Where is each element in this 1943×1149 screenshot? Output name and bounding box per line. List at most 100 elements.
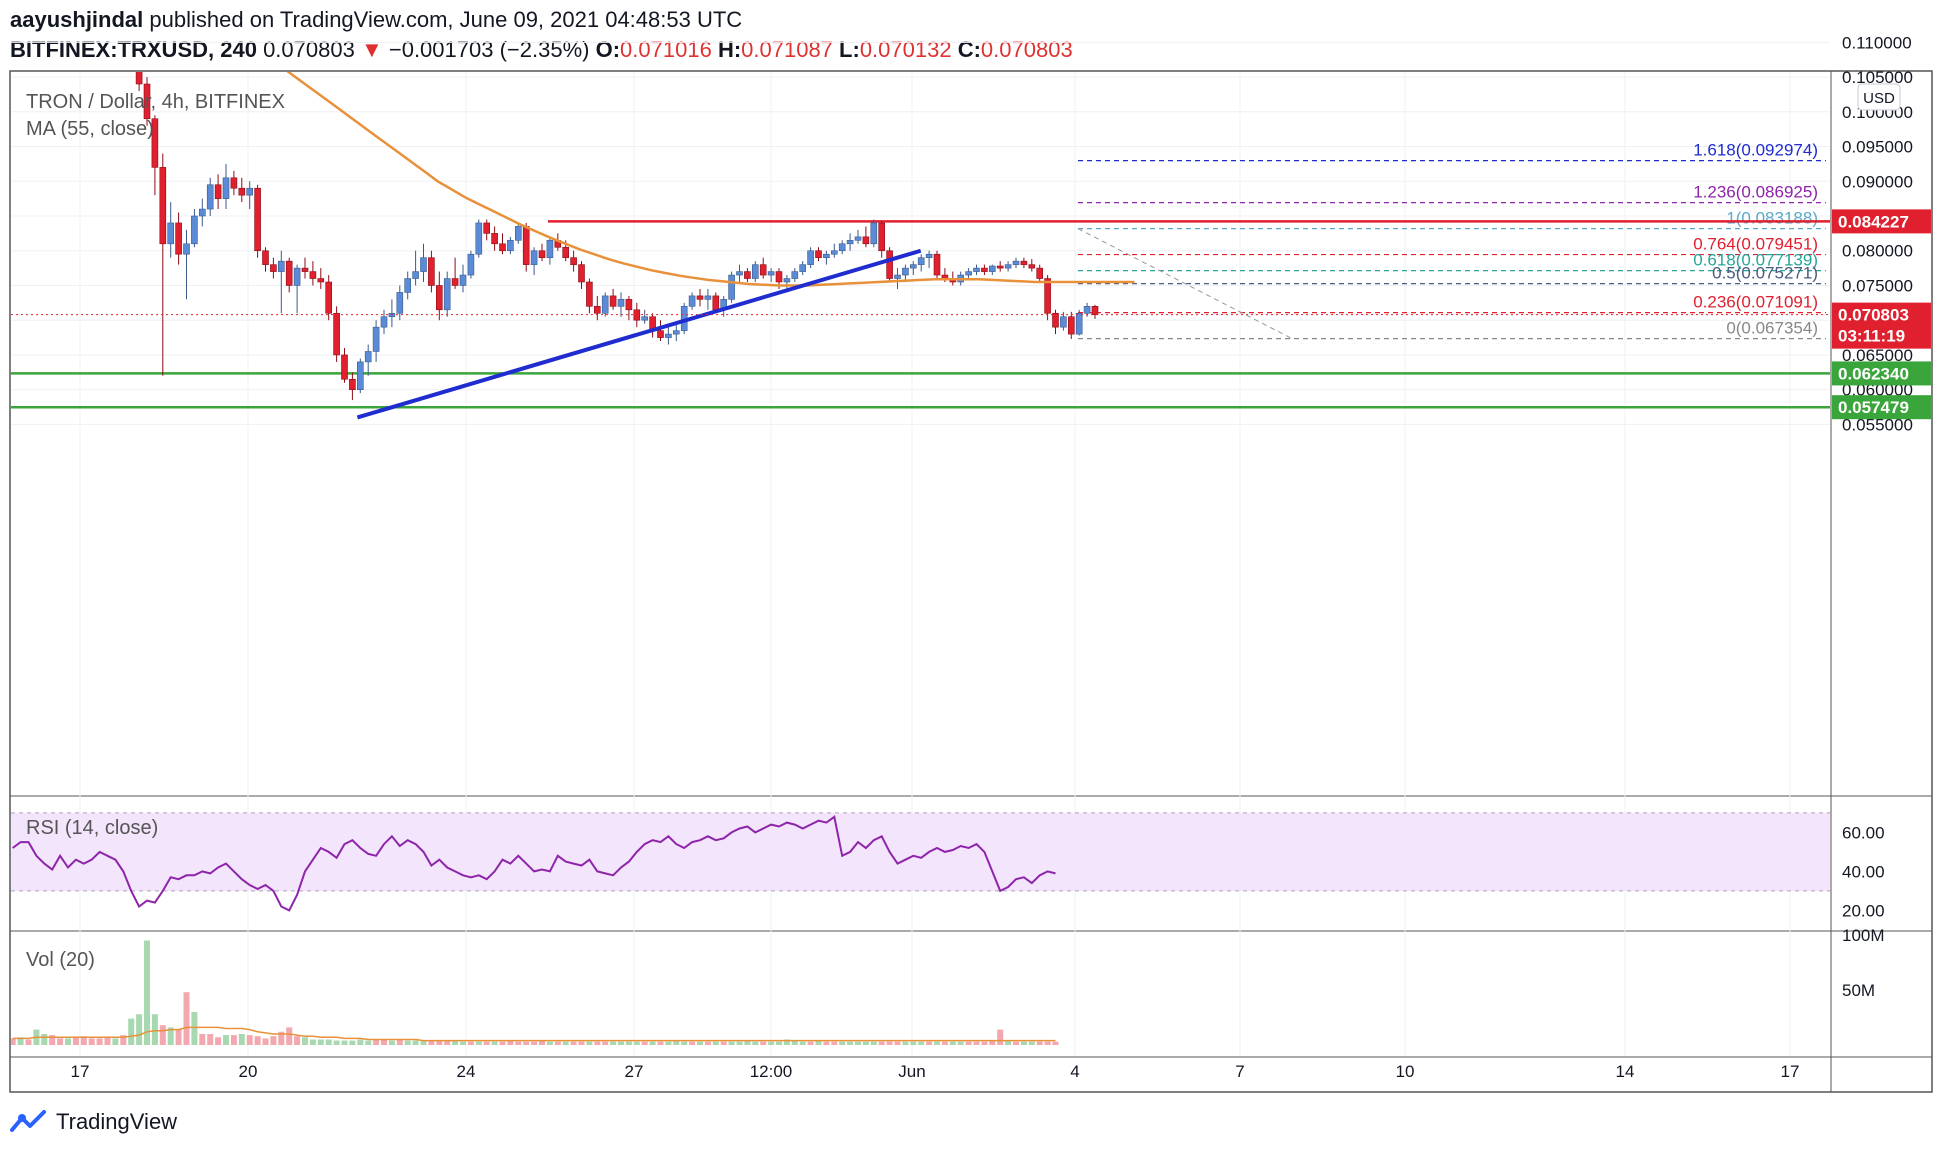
rsi-band [11,812,1830,892]
volume-bar [25,1039,32,1045]
candle-body [372,326,380,352]
candle-body [688,295,696,307]
candle-body [435,285,443,311]
volume-bar [357,1039,364,1045]
candle-body [475,222,483,255]
candle-body [459,274,467,286]
candle-body [696,295,704,300]
candle-body [751,264,759,279]
volume-bar [286,1027,293,1045]
volume-bar [159,1025,166,1045]
volume-bar [823,1041,830,1045]
candle-body [451,278,459,286]
currency-box[interactable] [1857,83,1901,111]
time-tick-label: 20 [239,1062,258,1081]
candle-body [672,330,680,335]
level-price-tag [1832,361,1931,386]
candle-body [783,278,791,283]
candle-body [167,222,174,245]
volume-bar [341,1040,348,1045]
volume-bar [839,1041,846,1045]
candle-body [609,295,617,307]
candle-body [878,222,886,252]
volume-bar [191,1012,198,1045]
candle-body [120,25,126,32]
candle-body [562,246,570,258]
ma-legend: MA (55, close) [26,118,154,140]
candle-body [1028,264,1036,269]
time-tick-label: 17 [71,1062,90,1081]
volume-bar [404,1040,411,1045]
candle-body [1020,260,1028,265]
candle-body [309,271,317,279]
volume-bar [167,1027,174,1045]
candle-body [1012,260,1020,265]
candle-body [641,316,649,321]
volume-bar [1020,1041,1027,1045]
candle-body [838,243,846,252]
volume-bar [104,1037,111,1045]
rsi-legend: RSI (14, close) [26,817,158,839]
level-price-text: 0.057479 [1838,398,1909,417]
volume-bar [886,1041,893,1045]
time-tick-label: Jun [898,1062,925,1081]
tradingview-brand[interactable]: TradingView [10,1108,177,1136]
candle-body [917,257,925,265]
candle-body [341,354,348,380]
volume-bar [625,1041,632,1045]
candle-body [1004,264,1012,269]
volume-bar [523,1041,530,1045]
last-price-text: 0.070803 [1838,306,1909,325]
volume-bar [665,1041,672,1045]
volume-bar [96,1038,103,1045]
volume-bar [531,1041,538,1045]
volume-bar [949,1041,956,1045]
volume-bar [941,1041,948,1045]
volume-bar [41,1034,48,1045]
volume-bar [894,1041,901,1045]
open-value: 0.071016 [620,37,712,62]
volume-bar [554,1041,561,1045]
volume-bar [704,1041,711,1045]
volume-bar [562,1041,569,1045]
fib-levels: 2.618(0.108808) 1.618(0.092974) 1.236(0.08… [1078,141,1826,340]
candle-body [254,187,261,252]
rsi-band-fill [11,812,1830,891]
volume-legend: Vol (20) [26,949,95,971]
candle-body [570,257,577,265]
candle-body [538,250,546,258]
candle-body [143,83,151,120]
candle-body [230,177,238,189]
price-tick-label: 0.055000 [1842,415,1913,434]
volume-bar [1005,1040,1012,1045]
candle-body [988,265,996,272]
rsi-tick-label: 60.00 [1842,823,1885,842]
currency-label: USD [1863,90,1895,107]
volume-bar [72,1037,79,1045]
volume-bar [120,1035,127,1045]
volume-bar [736,1041,743,1045]
candle-body [996,265,1004,269]
candle-body [1044,278,1051,314]
volume-bar [270,1036,277,1045]
candle-body [97,21,103,24]
candle-body [191,215,198,245]
candle-body [775,271,783,283]
volume-bar [594,1041,601,1045]
volume-bar [349,1040,356,1045]
volume-bar [17,1037,24,1045]
candle-body [404,278,412,293]
price-tick-label: 0.090000 [1842,172,1913,191]
candle-body [1052,312,1059,328]
volume-bar [870,1041,877,1045]
volume-bar [302,1037,308,1045]
candle-body [238,187,246,196]
volume-bars [11,940,1059,1045]
candle-body [578,264,585,283]
candle-body [356,361,364,390]
candle-body [499,243,506,252]
bullish-trendline[interactable] [356,248,922,420]
volume-bar [862,1041,869,1045]
volume-bar [396,1039,403,1045]
